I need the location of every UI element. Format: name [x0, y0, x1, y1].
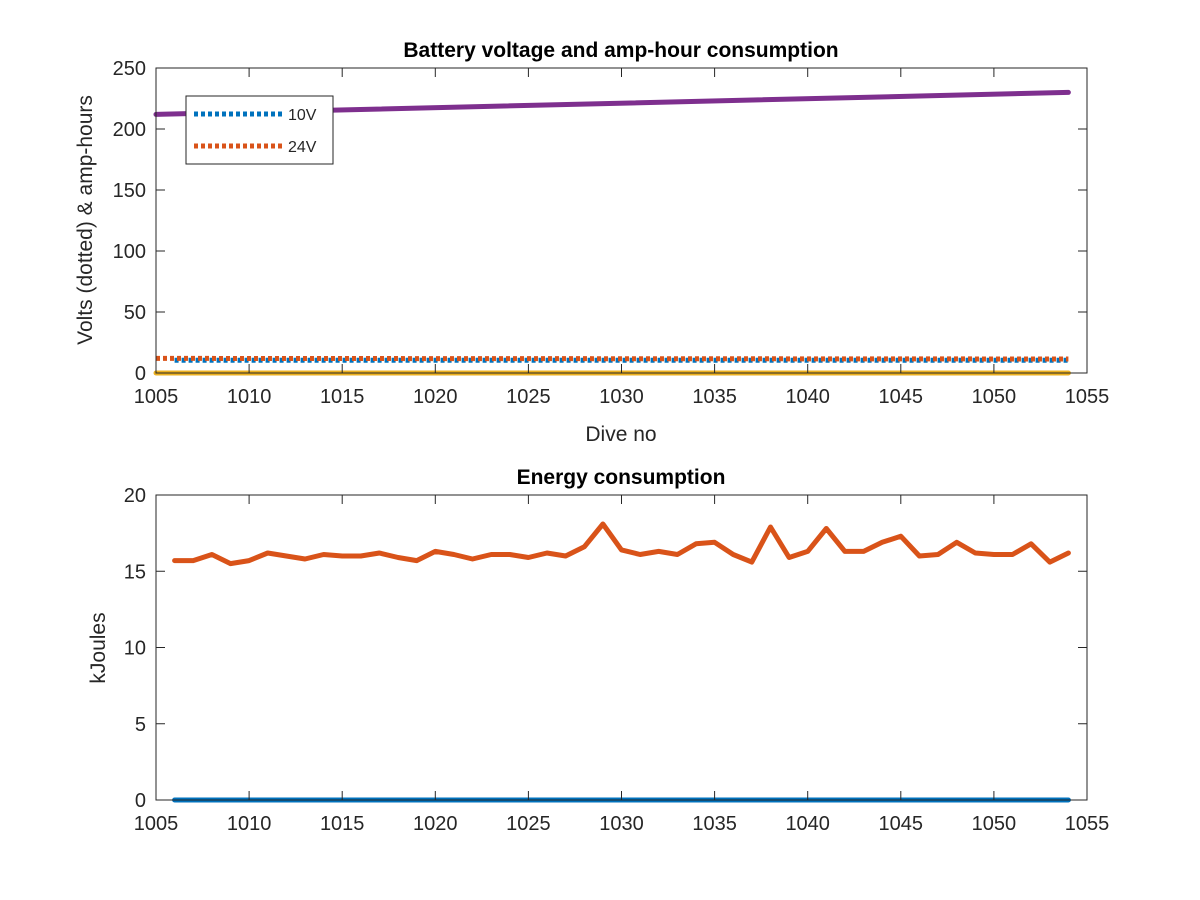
energy-chart-series-line-1 — [172, 521, 1071, 567]
energy-chart-y-tick-label: 20 — [124, 485, 146, 507]
energy-chart-x-tick-label: 1030 — [599, 813, 644, 835]
energy-chart-title: Energy consumption — [517, 466, 726, 489]
energy-chart-x-tick-label: 1015 — [320, 813, 365, 835]
battery-chart-x-tick-label: 1010 — [227, 386, 272, 408]
battery-chart-x-tick-label: 1055 — [1065, 386, 1110, 408]
energy-chart-x-tick-label: 1045 — [879, 813, 924, 835]
energy-chart-x-tick-label: 1055 — [1065, 813, 1110, 835]
energy-chart-y-tick-label: 0 — [135, 790, 146, 812]
legend: 10V 24V — [185, 95, 334, 165]
battery-chart-x-tick-label: 1025 — [506, 386, 551, 408]
battery-chart-y-axis-label: Volts (dotted) & amp-hours — [74, 95, 97, 345]
battery-chart-y-tick-label: 100 — [113, 241, 146, 263]
battery-chart-y-tick-label: 200 — [113, 119, 146, 141]
energy-chart-x-tick-label: 1040 — [785, 813, 830, 835]
battery-chart-x-tick-label: 1035 — [692, 386, 737, 408]
energy-chart-axes-box — [155, 494, 1088, 801]
battery-chart-x-tick-label: 1045 — [879, 386, 924, 408]
battery-chart-y-tick-label: 50 — [124, 302, 146, 324]
battery-chart-x-tick-label: 1020 — [413, 386, 458, 408]
battery-chart: 1005 1010 1015 1020 1025 1030 1035 1040 1045 1050… — [74, 39, 1109, 446]
battery-chart-y-tick-label: 0 — [135, 363, 146, 385]
battery-chart-ticks: 1005 1010 1015 1020 1025 1030 1035 1040 1045 1050… — [113, 58, 1110, 408]
energy-chart-plot-area — [156, 495, 1087, 800]
energy-chart-x-tick-label: 1010 — [227, 813, 272, 835]
energy-chart-x-tick-label: 1050 — [972, 813, 1017, 835]
energy-chart-y-tick-label: 15 — [124, 561, 146, 583]
energy-chart-y-tick-label: 5 — [135, 714, 146, 736]
energy-chart-y-axis-label: kJoules — [87, 612, 110, 683]
battery-chart-x-axis-label: Dive no — [585, 423, 656, 446]
battery-chart-y-tick-label: 250 — [113, 58, 146, 80]
legend-box — [185, 95, 334, 165]
energy-chart-x-tick-label: 1025 — [506, 813, 551, 835]
legend-label-10v: 10V — [288, 107, 317, 124]
energy-chart-ticks: 1005 1010 1015 1020 1025 1030 1035 1040 1045 1050… — [124, 485, 1110, 835]
energy-chart-x-tick-label: 1005 — [134, 813, 179, 835]
energy-chart-x-tick-label: 1020 — [413, 813, 458, 835]
battery-chart-x-tick-label: 1030 — [599, 386, 644, 408]
battery-chart-axes-box — [155, 67, 1088, 374]
battery-chart-x-tick-label: 1015 — [320, 386, 365, 408]
energy-chart-x-tick-label: 1035 — [692, 813, 737, 835]
battery-chart-x-tick-label: 1050 — [972, 386, 1017, 408]
legend-label-24v: 24V — [288, 139, 317, 156]
battery-chart-series-line-24v — [155, 355, 1069, 362]
battery-chart-x-tick-label: 1005 — [134, 386, 179, 408]
energy-chart-y-tick-label: 10 — [124, 638, 146, 660]
battery-chart-x-tick-label: 1040 — [785, 386, 830, 408]
energy-chart: 1005 1010 1015 1020 1025 1030 1035 1040 1045 1050… — [87, 466, 1109, 835]
battery-chart-y-tick-label: 150 — [113, 180, 146, 202]
battery-chart-title: Battery voltage and amp-hour consumption — [403, 39, 838, 62]
